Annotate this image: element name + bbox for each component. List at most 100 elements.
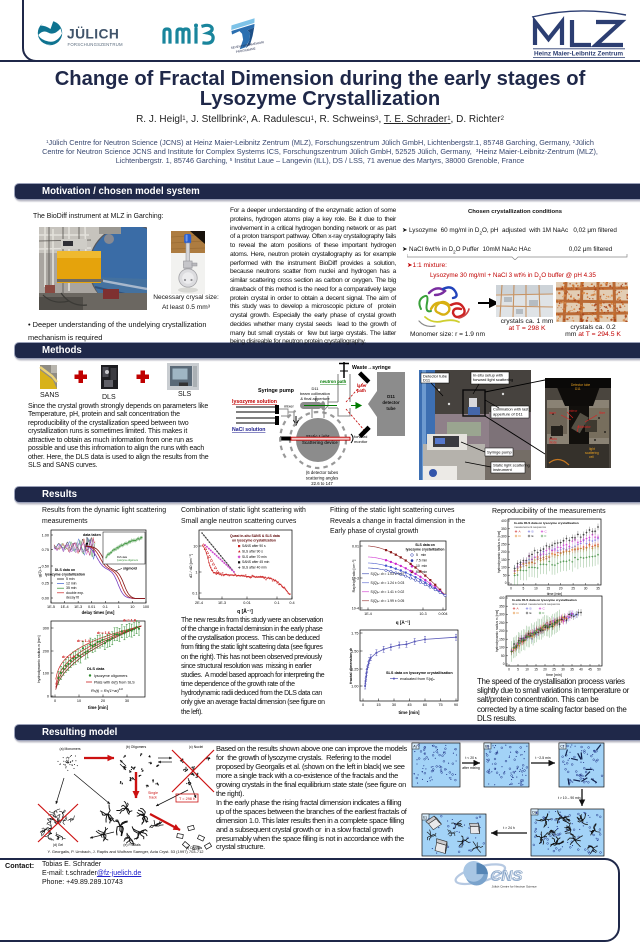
svg-text:Waste→syringe: Waste→syringe — [352, 365, 391, 371]
svg-text:SLS data on: SLS data on — [415, 543, 435, 547]
svg-text:S(Q)ₑ: df = 1.99 ± 0.05: S(Q)ₑ: df = 1.99 ± 0.05 — [371, 599, 405, 603]
svg-text:25: 25 — [552, 668, 556, 672]
svg-text:0.4: 0.4 — [289, 601, 294, 605]
svg-text:SANS after 45 min: SANS after 45 min — [242, 560, 269, 564]
svg-text:after mixing: after mixing — [462, 766, 480, 770]
svg-text:50: 50 — [501, 654, 505, 658]
svg-text:10: 10 — [77, 699, 81, 703]
svg-text:C: C — [545, 530, 548, 534]
svg-text:F: F — [543, 611, 545, 615]
svg-text:mirror: mirror — [569, 409, 578, 413]
svg-text:0: 0 — [503, 662, 505, 666]
svg-text:C): C) — [560, 745, 564, 749]
svg-text:0.01: 0.01 — [243, 601, 250, 605]
svg-text:DLS data on: DLS data on — [55, 568, 75, 572]
svg-text:10: 10 — [193, 544, 197, 548]
svg-text:hydrodynamic radius rh [nm]: hydrodynamic radius rh [nm] — [37, 635, 41, 682]
svg-text:A: A — [519, 530, 522, 534]
svg-text:sigmoid: sigmoid — [123, 567, 137, 571]
svg-text:100: 100 — [143, 605, 149, 609]
svg-text:DLS data: DLS data — [87, 666, 105, 671]
svg-text:35: 35 — [570, 668, 574, 672]
svg-text:20: 20 — [543, 668, 547, 672]
svg-text:tube: tube — [386, 406, 396, 411]
svg-text:0: 0 — [505, 581, 507, 585]
svg-text:150: 150 — [501, 558, 507, 562]
svg-text:Syringe pump: Syringe pump — [487, 450, 512, 455]
svg-text:30: 30 — [392, 703, 396, 707]
svg-text:hydrodynamic radius rh [nm]: hydrodynamic radius rh [nm] — [497, 531, 501, 573]
svg-text:CNS: CNS — [491, 867, 523, 884]
svg-text:0: 0 — [54, 699, 56, 703]
svg-text:Jülich Centre for Neutron Scie: Jülich Centre for Neutron Science — [492, 884, 537, 888]
svg-text:laser: laser — [549, 411, 557, 415]
svg-text:1E-5: 1E-5 — [47, 605, 55, 609]
svg-text:S(Q)ₑ: df = 1.41 ± 0.02: S(Q)ₑ: df = 1.41 ± 0.02 — [371, 590, 405, 594]
svg-text:200: 200 — [501, 550, 507, 554]
svg-text:12 min: 12 min — [66, 582, 77, 586]
svg-text:(a) Monomers: (a) Monomers — [59, 747, 80, 751]
svg-text:C: C — [543, 607, 546, 611]
svg-text:350: 350 — [501, 527, 507, 531]
svg-text:Quasi in-situ SANS & SLS data: Quasi in-situ SANS & SLS data — [230, 534, 280, 538]
svg-text:400: 400 — [499, 596, 505, 600]
svg-text:30: 30 — [125, 699, 129, 703]
svg-text:decay fit: decay fit — [66, 595, 79, 599]
svg-text:2E-4: 2E-4 — [195, 601, 203, 605]
svg-text:collimator: collimator — [577, 425, 592, 429]
svg-text:5 min: 5 min — [66, 577, 75, 581]
svg-text:fractal dimension df: fractal dimension df — [349, 648, 353, 684]
svg-text:instrument: instrument — [493, 467, 513, 472]
svg-text:lysozyme oligomers: lysozyme oligomers — [117, 559, 139, 562]
svg-text:0.50: 0.50 — [42, 564, 49, 568]
svg-text:time [min]: time [min] — [88, 705, 109, 710]
svg-text:FORSCHUNGSZENTRUM: FORSCHUNGSZENTRUM — [68, 42, 124, 47]
svg-text:1E-3: 1E-3 — [218, 601, 226, 605]
svg-text:250: 250 — [501, 543, 507, 547]
svg-text:300: 300 — [43, 626, 49, 630]
svg-text:measurement sequence: measurement sequence — [514, 525, 547, 529]
svg-text:lysozyme solution: lysozyme solution — [232, 399, 277, 405]
svg-text:Syringe pump: Syringe pump — [258, 388, 295, 394]
svg-text:g(2)-1: g(2)-1 — [37, 566, 42, 577]
svg-text:0: 0 — [47, 694, 49, 698]
svg-text:0.1: 0.1 — [192, 591, 197, 595]
svg-text:400: 400 — [501, 519, 507, 523]
svg-text:35 min: 35 min — [66, 586, 77, 590]
svg-text:B: B — [532, 530, 534, 534]
svg-text:Single: Single — [148, 791, 158, 795]
svg-text:0.00: 0.00 — [42, 596, 49, 600]
svg-text:df = 1.8: df = 1.8 — [123, 619, 136, 623]
svg-text:E: E — [532, 534, 534, 538]
svg-text:path: path — [357, 388, 366, 393]
svg-text:Detector tube: Detector tube — [571, 383, 590, 387]
svg-text:diode: diode — [549, 441, 557, 445]
svg-text:dΣ / dΩ [cm⁻¹]: dΣ / dΩ [cm⁻¹] — [189, 554, 193, 578]
svg-text:S(Q)ₑ: df = 1.24 ± 0.03: S(Q)ₑ: df = 1.24 ± 0.03 — [371, 581, 405, 585]
svg-text:lysozyme crystallization: lysozyme crystallization — [406, 548, 445, 552]
svg-text:0.004: 0.004 — [439, 612, 448, 616]
svg-text:D: D — [519, 534, 522, 538]
svg-text:15: 15 — [534, 668, 538, 672]
svg-text:S(Q)ₑ: df = 1.03 ± 0.07: S(Q)ₑ: df = 1.03 ± 0.07 — [371, 572, 405, 576]
svg-text:fibre: fibre — [599, 411, 605, 415]
svg-text:A: A — [517, 607, 520, 611]
svg-text:Rh(t) = Rh(1+at)1/d: Rh(t) = Rh(1+at)1/d — [91, 687, 123, 693]
svg-text:lysozyme oligomers: lysozyme oligomers — [94, 674, 127, 678]
svg-text:on lysozyme crystallization: on lysozyme crystallization — [232, 539, 276, 543]
svg-text:B: B — [530, 607, 532, 611]
svg-text:E: E — [530, 611, 532, 615]
svg-text:A): A) — [413, 745, 417, 749]
svg-text:45: 45 — [588, 668, 592, 672]
svg-text:1.00: 1.00 — [42, 533, 49, 537]
svg-text:300: 300 — [501, 535, 507, 539]
svg-text:100: 100 — [501, 566, 507, 570]
svg-text:T = 298 K: T = 298 K — [179, 797, 196, 801]
svg-text:Plats with df(t) from SLS: Plats with df(t) from SLS — [94, 681, 135, 685]
svg-text:time scaled measurement sequen: time scaled measurement sequence — [512, 602, 561, 606]
svg-text:E): E) — [423, 816, 427, 820]
svg-text:50: 50 — [597, 668, 601, 672]
svg-text:1E-4: 1E-4 — [364, 612, 372, 616]
svg-text:q [Å⁻¹]: q [Å⁻¹] — [237, 608, 253, 615]
svg-text:60: 60 — [423, 703, 427, 707]
